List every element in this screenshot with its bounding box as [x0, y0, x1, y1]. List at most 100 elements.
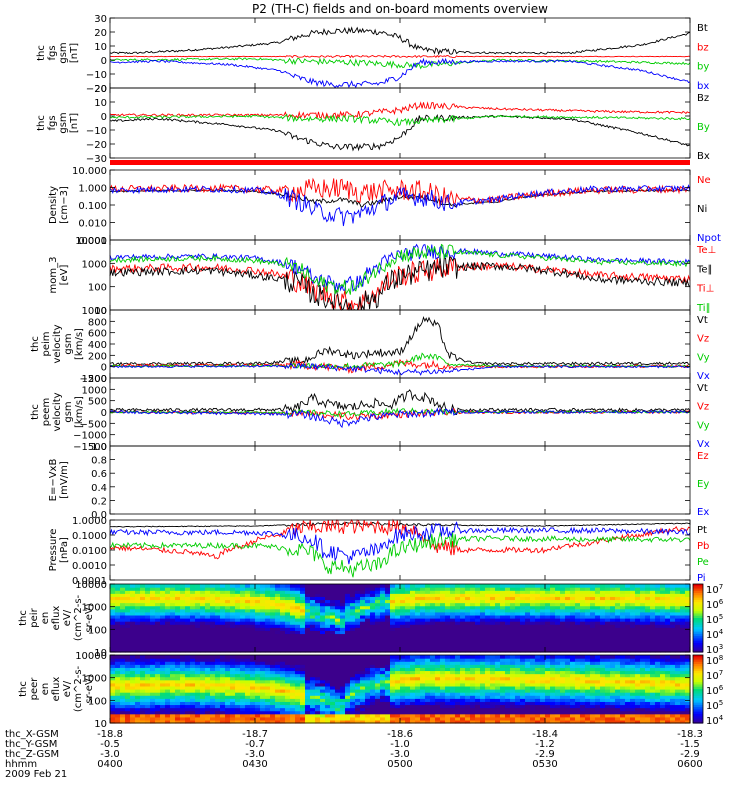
- spectrogram-cell: [490, 704, 496, 709]
- spectrogram-cell: [190, 621, 196, 625]
- spectrogram-cell: [240, 658, 246, 662]
- spectrogram-cell: [250, 707, 256, 712]
- spectrogram-cell: [365, 710, 371, 715]
- y-axis-label: peim: [41, 331, 52, 356]
- spectrogram-cell: [620, 593, 626, 597]
- spectrogram-cell: [665, 642, 671, 647]
- spectrogram-cell: [375, 670, 381, 675]
- spectrogram-cell: [565, 704, 571, 709]
- spectrogram-cell: [185, 676, 191, 681]
- spectrogram-cell: [420, 655, 426, 659]
- spectrogram-cell: [575, 636, 581, 641]
- spectrogram-cell: [155, 673, 161, 678]
- spectrogram-cell: [205, 587, 211, 591]
- spectrogram-cell: [310, 584, 316, 588]
- spectrogram-cell: [435, 676, 441, 681]
- spectrogram-cell: [335, 704, 341, 709]
- spectrogram-cell: [385, 661, 391, 665]
- spectrogram-cell: [440, 636, 446, 641]
- spectrogram-cell: [530, 627, 536, 631]
- spectrogram-cell: [235, 614, 241, 619]
- spectrogram-cell: [535, 639, 541, 644]
- spectrogram-cell: [520, 633, 526, 638]
- spectrogram-cell: [140, 670, 146, 675]
- spectrogram-cell: [390, 587, 396, 591]
- spectrogram-cell: [445, 719, 451, 724]
- spectrogram-cell: [210, 661, 216, 665]
- spectrogram-cell: [365, 614, 371, 619]
- spectrogram-cell: [295, 590, 301, 594]
- spectrogram-cell: [550, 639, 556, 644]
- spectrogram-cell: [505, 633, 511, 638]
- spectrogram-cell: [320, 685, 326, 690]
- spectrogram-cell: [125, 713, 131, 718]
- spectrogram-cell: [405, 633, 411, 638]
- spectrogram-cell: [180, 661, 186, 665]
- spectrogram-cell: [665, 593, 671, 597]
- spectrogram-cell: [165, 679, 171, 684]
- spectrogram-cell: [170, 667, 176, 672]
- spectrogram-cell: [580, 642, 586, 647]
- colorbar-cell: [693, 586, 703, 590]
- spectrogram-cell: [205, 648, 211, 653]
- y-tick-label: 10000: [75, 580, 107, 591]
- spectrogram-cell: [330, 627, 336, 631]
- spectrogram-cell: [650, 645, 656, 650]
- spectrogram-cell: [260, 698, 266, 702]
- spectrogram-cell: [475, 698, 481, 702]
- spectrogram-cell: [565, 658, 571, 662]
- spectrogram-cell: [420, 633, 426, 638]
- spectrogram-cell: [370, 689, 376, 693]
- spectrogram-cell: [535, 695, 541, 699]
- spectrogram-cell: [580, 599, 586, 604]
- spectrogram-cell: [385, 614, 391, 619]
- legend-Pi: Pi: [697, 573, 706, 584]
- spectrogram-cell: [220, 679, 226, 684]
- spectrogram-cell: [685, 593, 691, 597]
- spectrogram-cell: [315, 710, 321, 715]
- spectrogram-cell: [275, 587, 281, 591]
- spectrogram-cell: [430, 605, 436, 610]
- spectrogram-cell: [155, 611, 161, 616]
- spectrogram-cell: [550, 645, 556, 650]
- spectrogram-cell: [165, 676, 171, 681]
- spectrogram-cell: [650, 605, 656, 610]
- y-tick-label: 1000: [82, 306, 107, 317]
- spectrogram-cell: [295, 596, 301, 601]
- spectrogram-cell: [135, 645, 141, 650]
- spectrogram-cell: [180, 701, 186, 706]
- spectrogram-cell: [255, 627, 261, 631]
- spectrogram-cell: [365, 661, 371, 665]
- spectrogram-cell: [330, 670, 336, 675]
- spectrogram-cell: [175, 713, 181, 718]
- spectrogram-cell: [250, 621, 256, 625]
- spectrogram-cell: [235, 664, 241, 668]
- spectrogram-cell: [635, 611, 641, 616]
- spectrogram-cell: [530, 636, 536, 641]
- spectrogram-cell: [680, 648, 686, 653]
- spectrogram-cell: [605, 630, 611, 635]
- spectrogram-cell: [115, 698, 121, 702]
- spectrogram-cell: [525, 710, 531, 715]
- spectrogram-cell: [555, 590, 561, 594]
- spectrogram-cell: [210, 667, 216, 672]
- spectrogram-cell: [500, 716, 506, 721]
- spectrogram-cell: [485, 645, 491, 650]
- spectrogram-cell: [120, 614, 126, 619]
- spectrogram-cell: [515, 602, 521, 607]
- spectrogram-cell: [310, 664, 316, 668]
- spectrogram-cell: [325, 664, 331, 668]
- spectrogram-cell: [535, 645, 541, 650]
- spectrogram-cell: [570, 685, 576, 690]
- spectrogram-cell: [505, 676, 511, 681]
- spectrogram-cell: [200, 667, 206, 672]
- spectrogram-cell: [450, 633, 456, 638]
- spectrogram-cell: [280, 605, 286, 610]
- spectrogram-cell: [350, 618, 356, 622]
- spectrogram-cell: [460, 667, 466, 672]
- spectrogram-cell: [175, 658, 181, 662]
- spectrogram-cell: [325, 658, 331, 662]
- spectrogram-cell: [405, 658, 411, 662]
- spectrogram-cell: [145, 627, 151, 631]
- spectrogram-cell: [320, 667, 326, 672]
